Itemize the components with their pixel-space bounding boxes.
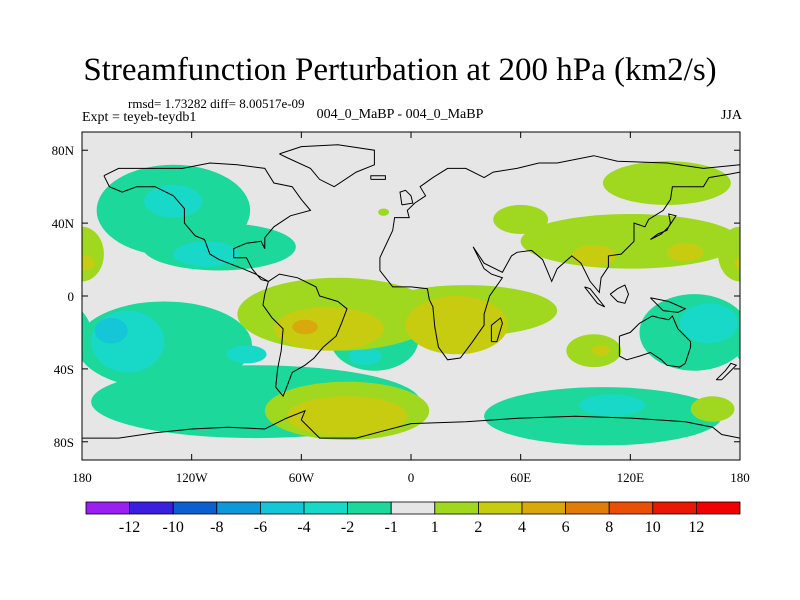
contour-region-31 (734, 256, 740, 270)
y-tick-label: 0 (68, 289, 75, 304)
x-tick-label: 60W (289, 470, 315, 485)
colorbar-swatch (172, 501, 218, 515)
colorbar-label: 6 (562, 519, 570, 536)
rmsd-stats: rmsd= 1.73282 diff= 8.00517e-09 (128, 96, 305, 111)
coastline-japan (650, 213, 677, 240)
coastline-antarctica (82, 409, 740, 439)
coastline-north-america (103, 162, 312, 282)
colorbar-swatch (347, 501, 392, 515)
colorbar-swatch (129, 501, 174, 515)
contour-region-24 (666, 243, 704, 262)
contour-region-19 (405, 296, 508, 355)
contour-region-7 (94, 317, 128, 344)
coastline-british-isles (399, 189, 414, 206)
colorbar-label: 2 (474, 519, 482, 536)
colorbar-label: 12 (688, 519, 704, 536)
contour-region-12 (22, 303, 80, 343)
colorbar-swatch (477, 501, 523, 515)
x-tick-label: 180 (730, 470, 750, 485)
colorbar-label: 8 (605, 519, 613, 536)
colorbar-swatch (565, 501, 610, 515)
colorbar-swatch (434, 501, 479, 515)
colorbar-label: -6 (254, 519, 267, 536)
contour-region-24 (9, 243, 46, 261)
contour-region-4 (734, 330, 740, 361)
y-tick-label: 40N (52, 216, 75, 231)
coastline-eurasia-africa (379, 155, 740, 361)
coastline-greenland (279, 144, 375, 188)
contour-region-18 (292, 319, 318, 335)
coastline-madagascar (490, 317, 503, 343)
colorbar-swatch (259, 501, 305, 515)
colorbar-label: -4 (297, 519, 310, 536)
contour-region-8 (226, 345, 267, 364)
contour-region-1 (144, 184, 203, 218)
contour-region-30 (718, 226, 740, 282)
contour-region-21 (286, 396, 408, 437)
x-tick-label: 180 (72, 470, 92, 485)
coastline-south-america (262, 273, 348, 398)
x-tick-label: 60E (510, 470, 531, 485)
contour-region-17 (273, 306, 384, 351)
colorbar-label: 10 (645, 519, 661, 536)
coastline-new-zealand (715, 362, 738, 381)
x-tick-label: 120E (617, 470, 645, 485)
colorbar-label: -1 (385, 519, 398, 536)
contour-region-6 (749, 311, 800, 373)
contour-region-31 (82, 255, 95, 271)
colorbar-label: 1 (431, 519, 439, 536)
coastline-sumatra (584, 286, 606, 308)
y-tick-label: 40S (54, 362, 74, 377)
contour-region-14 (579, 394, 645, 417)
axis-ticks: 180 120W 60W 0 60E 120E 180 80N 40N 0 40S 80S (52, 132, 750, 485)
colorbar-label: -2 (341, 519, 354, 536)
contour-region-7 (753, 318, 786, 344)
contour-region-13 (484, 387, 722, 446)
colorbar-label: -10 (163, 519, 184, 536)
contour-fill-layer (0, 161, 800, 446)
colorbar-swatch (521, 501, 566, 515)
contour-region-5 (749, 365, 800, 438)
contour-region-22 (520, 214, 740, 269)
colorbar-swatch (652, 501, 697, 515)
colorbar: -12 -10 -8 -6 -4 -2 -1 1 2 4 6 8 10 12 (85, 501, 741, 536)
contour-region-10 (348, 347, 382, 366)
coastline-layer (82, 144, 740, 439)
coastline-new-guinea (650, 297, 687, 313)
contour-region-25 (0, 161, 73, 205)
y-tick-label: 80S (54, 435, 74, 450)
colorbar-swatch (390, 501, 436, 515)
y-tick-label: 80N (52, 143, 75, 158)
colorbar-swatch (303, 501, 348, 515)
chart-title: Streamfunction Perturbation at 200 hPa (… (83, 52, 717, 88)
coastline-iceland (370, 175, 386, 180)
contour-region-6 (91, 310, 165, 373)
contour-region-11 (82, 311, 92, 354)
x-tick-label: 120W (176, 470, 209, 485)
colorbar-swatch (216, 501, 261, 515)
contour-region-29 (690, 396, 735, 422)
contour-region-29 (33, 396, 77, 422)
colorbar-label: -8 (210, 519, 223, 536)
contour-region-25 (602, 161, 731, 205)
contour-region-28 (591, 345, 611, 357)
experiment-label: Expt = teyeb-teydb1 (82, 110, 197, 125)
colorbar-label: -12 (119, 519, 140, 536)
x-tick-label: 0 (408, 470, 415, 485)
season-label: JJA (720, 108, 742, 123)
contour-region-12 (679, 303, 739, 344)
colorbar-label: 4 (518, 519, 526, 536)
colorbar-swatch (85, 501, 130, 515)
coastline-borneo (609, 284, 630, 304)
contour-region-0 (755, 165, 800, 256)
colorbar-swatch (608, 501, 654, 515)
comparison-label: 004_0_MaBP - 004_0_MaBP (316, 107, 484, 122)
contour-region-23 (571, 244, 616, 267)
contour-region-32 (378, 208, 390, 216)
colorbar-swatch (696, 501, 741, 515)
contour-region-26 (493, 204, 549, 235)
coastline-australia (618, 315, 692, 368)
